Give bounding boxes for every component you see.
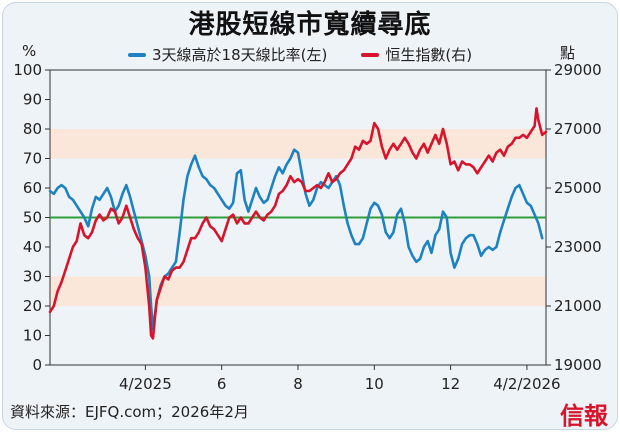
x-tick-label: 4/2025 xyxy=(119,375,172,393)
y-left-tick-label: 30 xyxy=(23,268,42,286)
legend-item-hsi: 恒生指數(右) xyxy=(361,44,472,65)
x-tick-label: 6 xyxy=(217,375,227,393)
y-left-tick-label: 60 xyxy=(23,179,42,197)
y-right-tick-label: 25000 xyxy=(554,179,602,197)
shaded-band-20-30 xyxy=(50,276,546,306)
y-left-tick-label: 40 xyxy=(23,238,42,256)
series-line-breadth xyxy=(48,148,544,331)
x-tick-label: 8 xyxy=(293,375,303,393)
y-left-tick-label: 10 xyxy=(23,327,42,345)
legend-label-breadth: 3天線高於18天線比率(左) xyxy=(152,46,328,64)
y-left-tick-label: 0 xyxy=(32,356,42,374)
y-left-tick-label: 20 xyxy=(23,297,42,315)
legend-item-breadth: 3天線高於18天線比率(左) xyxy=(128,44,327,65)
y-left-tick-label: 70 xyxy=(23,150,42,168)
x-tick-label: 4/2/2026 xyxy=(493,375,560,393)
x-tick-label: 12 xyxy=(441,375,460,393)
y-right-tick-label: 23000 xyxy=(554,238,602,256)
publisher-logo: 信報 xyxy=(560,401,608,430)
x-tick-label: 10 xyxy=(365,375,384,393)
y-right-tick-label: 21000 xyxy=(554,297,602,315)
y-right-tick-label: 29000 xyxy=(554,61,602,79)
source-note: 資料來源：EJFQ.com；2026年2月 xyxy=(10,403,249,421)
legend-swatch-red xyxy=(361,52,380,57)
chart-title: 港股短線市寬續尋底 xyxy=(188,10,432,40)
legend: 3天線高於18天線比率(左) 恒生指數(右) xyxy=(128,44,472,65)
y-left-tick-label: 80 xyxy=(23,120,42,138)
y-left-tick-label: 100 xyxy=(13,61,42,79)
y-left-tick-label: 90 xyxy=(23,91,42,109)
y-right-tick-label: 19000 xyxy=(554,356,602,374)
series-line-hsi xyxy=(48,107,548,340)
y-left-tick-label: 50 xyxy=(23,209,42,227)
legend-swatch-blue xyxy=(128,52,146,57)
legend-label-hsi: 恒生指數(右) xyxy=(385,46,473,64)
right-axis-unit: 點 xyxy=(560,44,576,62)
left-axis-unit: % xyxy=(22,42,37,60)
y-right-tick-label: 27000 xyxy=(554,120,602,138)
